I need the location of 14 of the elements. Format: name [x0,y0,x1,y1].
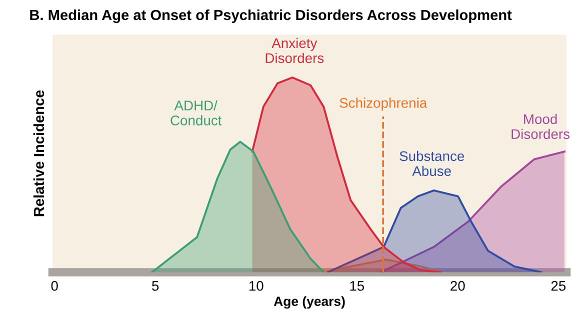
series-label: ADHD/ Conduct [170,100,222,126]
series-label: Substance Abuse [400,150,464,176]
series-label: Mood Disorders [512,114,570,140]
chart-title: B. Median Age at Onset of Psychiatric Disorders Across Development [30,9,512,24]
x-tick-label: 15 [350,281,364,291]
x-tick-label: 10 [249,280,264,291]
series-label: Anxiety Disorders [266,38,324,64]
x-tick-label: 0 [51,280,58,291]
x-axis-title: Age (years) [274,296,345,309]
x-tick-label: 20 [450,280,465,291]
x-tick-label: 5 [152,281,159,291]
y-axis-title: Relative Incidence [33,90,44,216]
ref-line-label: Schizophrenia [340,98,428,111]
x-tick-label: 25 [551,280,566,291]
